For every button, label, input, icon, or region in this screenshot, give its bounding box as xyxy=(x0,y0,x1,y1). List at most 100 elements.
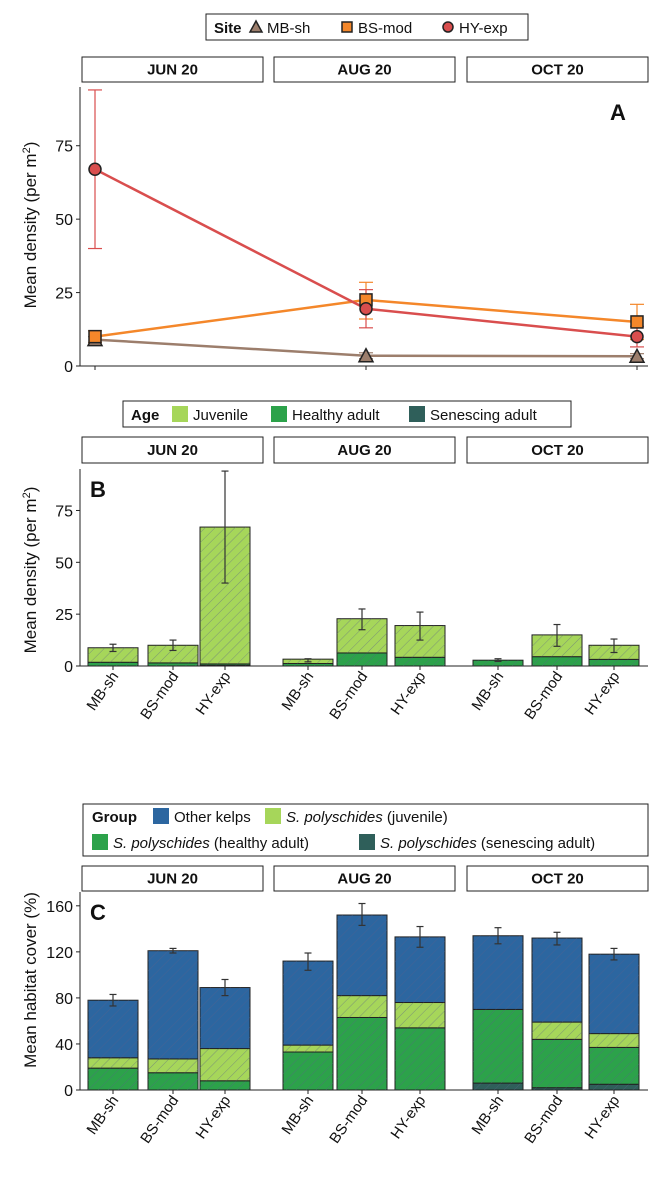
y-tick-label: 75 xyxy=(55,503,73,520)
y-tick-label: 0 xyxy=(64,1083,73,1100)
bar-hatch xyxy=(283,663,333,666)
y-axis-title-text: Mean density (per m xyxy=(21,153,40,308)
error-bar xyxy=(358,608,366,631)
bar-hatch xyxy=(88,647,138,663)
y-axis-title-close: ) xyxy=(21,142,40,148)
bar-hatch xyxy=(473,660,523,666)
y-tick-label: 120 xyxy=(46,945,73,962)
x-tick-label: MB-sh xyxy=(83,1093,122,1138)
legend-triangle-icon xyxy=(248,19,264,33)
x-tick-label: MB-sh xyxy=(278,669,317,714)
data-point-circle xyxy=(88,162,102,176)
y-axis-title: Mean density (per m2) xyxy=(21,487,40,654)
error-bar xyxy=(358,902,366,926)
legend-entry-label: S. polyschides (juvenile) xyxy=(286,809,448,826)
x-tick-label: BS-mod xyxy=(521,1093,566,1147)
facet-strip xyxy=(81,56,264,83)
legend-entry-label: S. polyschides (healthy adult) xyxy=(113,835,309,852)
y-tick-label: 160 xyxy=(46,899,73,916)
facet-strip xyxy=(466,56,649,83)
bar-hatch xyxy=(148,950,198,1059)
legend-entry-label: Senescing adult xyxy=(430,407,538,424)
facet-strip xyxy=(273,865,456,892)
bar-hatch xyxy=(148,662,198,666)
facet-label: AUG 20 xyxy=(337,442,391,459)
legend-entry-label: BS-mod xyxy=(358,20,412,37)
y-tick-label: 25 xyxy=(55,607,73,624)
panel-letter: B xyxy=(90,477,106,502)
bar-hatch xyxy=(88,1068,138,1090)
bar-hatch xyxy=(283,961,333,1046)
error-bar xyxy=(553,931,561,946)
bar-hatch xyxy=(200,1048,250,1081)
error-bar xyxy=(553,623,561,647)
legend-entry-rest: (juvenile) xyxy=(383,809,448,826)
y-axis-title-text: Mean density (per m xyxy=(21,498,40,653)
facet-label: AUG 20 xyxy=(337,62,391,79)
error-bar xyxy=(221,978,229,997)
facet-label: AUG 20 xyxy=(337,871,391,888)
bar-hatch xyxy=(473,1009,523,1084)
bar-hatch xyxy=(395,1002,445,1028)
legend-title: Age xyxy=(131,407,159,424)
error-bar xyxy=(610,638,618,654)
data-point-square xyxy=(88,329,102,344)
error-bar xyxy=(494,658,502,663)
data-point-triangle xyxy=(357,347,375,363)
x-tick-label: HY-exp xyxy=(581,1093,623,1143)
legend-swatch xyxy=(172,406,188,422)
legend-entry-label: Juvenile xyxy=(193,407,248,424)
legend-swatch xyxy=(265,808,281,824)
facet-label: OCT 20 xyxy=(531,871,584,888)
bar-hatch xyxy=(532,1087,582,1090)
legend-entry-label: S. polyschides (senescing adult) xyxy=(380,835,595,852)
error-bar xyxy=(169,947,177,954)
bar-hatch xyxy=(589,1084,639,1090)
x-tick-label: MB-sh xyxy=(468,1093,507,1138)
bar-hatch xyxy=(589,659,639,666)
error-bar xyxy=(169,639,177,652)
bar-hatch xyxy=(88,1057,138,1069)
bar-hatch xyxy=(589,954,639,1034)
facet-strip xyxy=(81,436,264,464)
bar-hatch xyxy=(200,663,250,666)
x-tick-label: BS-mod xyxy=(137,669,182,723)
legend-swatch xyxy=(153,808,169,824)
error-bar xyxy=(109,643,117,653)
legend-entry-rest: Other kelps xyxy=(174,809,251,826)
legend-swatch xyxy=(409,406,425,422)
legend-entry-label: MB-sh xyxy=(267,20,310,37)
x-tick-label: MB-sh xyxy=(83,669,122,714)
legend-entry-label: Other kelps xyxy=(174,809,251,826)
data-point-circle xyxy=(359,301,373,316)
bar-hatch xyxy=(283,1052,333,1090)
legend-entry-italic: S. polyschides xyxy=(286,809,383,826)
facet-label: OCT 20 xyxy=(531,442,584,459)
y-tick-label: 80 xyxy=(55,991,73,1008)
panel-letter: C xyxy=(90,900,106,925)
bar-hatch xyxy=(589,1033,639,1048)
bar-hatch xyxy=(337,995,387,1018)
bar-hatch xyxy=(200,987,250,1049)
bar-hatch xyxy=(532,1022,582,1040)
bar-hatch xyxy=(532,938,582,1023)
legend-box xyxy=(122,400,572,428)
legend-entry-label: HY-exp xyxy=(459,20,508,37)
legend-circle-icon xyxy=(442,21,454,33)
bar-hatch xyxy=(337,652,387,666)
y-axis-title: Mean density (per m2) xyxy=(21,142,40,309)
error-bar xyxy=(304,952,312,971)
bar-hatch xyxy=(200,1080,250,1090)
y-tick-label: 40 xyxy=(55,1037,73,1054)
bar-hatch xyxy=(148,645,198,663)
legend-title: Group xyxy=(92,809,137,826)
bar-hatch xyxy=(473,1083,523,1090)
legend-swatch xyxy=(359,834,375,850)
bar-hatch xyxy=(532,1039,582,1088)
bar-hatch xyxy=(532,656,582,666)
data-point-triangle xyxy=(628,347,646,364)
error-bar xyxy=(494,927,502,945)
error-bar xyxy=(304,658,312,663)
legend-swatch xyxy=(92,834,108,850)
